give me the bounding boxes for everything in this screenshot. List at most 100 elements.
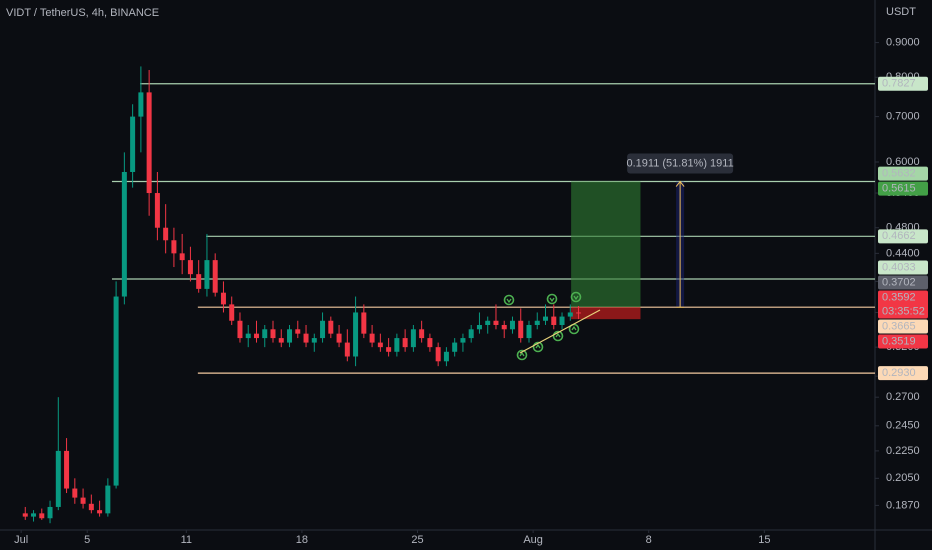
candle-body [344, 342, 350, 357]
candle-body [460, 338, 466, 343]
candle-body [278, 338, 284, 343]
candle-body [328, 320, 334, 334]
y-tick-label: 0.2050 [886, 472, 920, 484]
price-label: 0.5632 [878, 166, 928, 181]
price-label-box [878, 181, 928, 196]
y-tick-label: 0.2250 [886, 445, 920, 457]
price-label-text: 0.7827 [882, 78, 916, 90]
x-tick-label: 5 [84, 534, 90, 546]
candle-body [410, 329, 416, 348]
candle-body [493, 320, 499, 325]
measure-label: 0.1911 (51.81%) 1911 [626, 157, 733, 169]
signal-arrow [573, 295, 579, 301]
candle-body [22, 513, 28, 517]
y-tick-label: 0.2700 [886, 391, 920, 403]
candle-body [163, 227, 169, 241]
candle-body [295, 329, 301, 334]
price-label: 0.3592 03:35:52 [878, 290, 928, 319]
countdown: 03:35:52 [882, 305, 925, 317]
price-label-text: 0.3592 [882, 291, 916, 303]
candle-body [419, 329, 425, 339]
candle-body [353, 312, 359, 357]
signal-icon [546, 293, 558, 305]
price-label-text: 0.2930 [882, 367, 916, 379]
price-label-box [878, 275, 928, 290]
signal-icon [516, 349, 528, 361]
candle-body [154, 193, 160, 228]
candle-body [320, 320, 326, 339]
candle-body [543, 316, 549, 321]
price-label-box [878, 290, 928, 319]
candle-body [468, 329, 474, 339]
candle-body [386, 347, 392, 352]
x-tick-label: 18 [296, 534, 308, 546]
candle-body [534, 320, 540, 325]
candle-body [64, 450, 70, 489]
measure-label-box [627, 153, 734, 174]
candle-body [80, 497, 86, 504]
price-label-box [878, 366, 928, 381]
price-label-text: 0.5632 [882, 167, 916, 179]
trendline [519, 309, 601, 354]
candle-body [88, 503, 94, 511]
candle-body [229, 304, 235, 321]
price-label-box [878, 76, 928, 91]
candle-body [336, 333, 342, 343]
candle-body [179, 253, 185, 261]
candle-body [146, 92, 152, 194]
candle-body [501, 324, 507, 330]
x-tick-label: 11 [181, 534, 192, 546]
signal-arrow [549, 297, 555, 303]
candle-body [212, 260, 218, 293]
signal-arrow [519, 351, 525, 357]
candle-body [55, 450, 61, 507]
signal-icon [503, 294, 515, 306]
price-label-box [878, 334, 928, 349]
candle-body [121, 171, 127, 297]
candle-body [567, 312, 573, 317]
y-tick-label: 0.2450 [886, 420, 920, 432]
candle-body [443, 351, 449, 362]
candle-body [196, 274, 202, 289]
y-tick-label: 0.6000 [886, 156, 920, 168]
signal-arrow [506, 298, 512, 304]
y-tick-label: 0.1870 [886, 499, 920, 511]
x-tick-label: 25 [411, 534, 423, 546]
price-label-box [878, 229, 928, 244]
candle-body [452, 342, 458, 352]
candle-body [105, 485, 111, 514]
candle-body [171, 240, 177, 254]
price-label: 0.4033 [878, 260, 928, 275]
candle-body [518, 320, 524, 339]
candle-body [287, 329, 293, 343]
profit-zone [571, 181, 641, 308]
candle-body [427, 338, 433, 348]
candle-body [187, 260, 193, 275]
x-tick-label: 15 [758, 534, 770, 546]
signal-arrow [555, 332, 561, 338]
candle-body [72, 488, 78, 498]
candle-body [485, 320, 491, 325]
price-label: 0.7827 [878, 76, 928, 91]
x-tick-label: Jul [14, 534, 28, 546]
price-label: 0.4662 [878, 229, 928, 244]
price-label-text: 0.4033 [882, 261, 916, 273]
price-label-text: 0.5615 [882, 182, 916, 194]
candle-body [559, 316, 565, 325]
candle-body [237, 320, 243, 339]
candle-body [270, 329, 276, 339]
price-label: 0.2930 [878, 366, 928, 381]
price-label: 0.5615 [878, 181, 928, 196]
measure-arrow [675, 180, 685, 187]
price-label-box [878, 319, 928, 334]
candle-body [526, 324, 532, 339]
candle-body [253, 333, 259, 339]
price-label: 0.3702 [878, 275, 928, 290]
candle-body [262, 329, 268, 339]
price-label-text: 0.3665 [882, 320, 916, 332]
candle-body [402, 338, 408, 348]
price-label-box [878, 166, 928, 181]
loss-zone [571, 307, 641, 320]
